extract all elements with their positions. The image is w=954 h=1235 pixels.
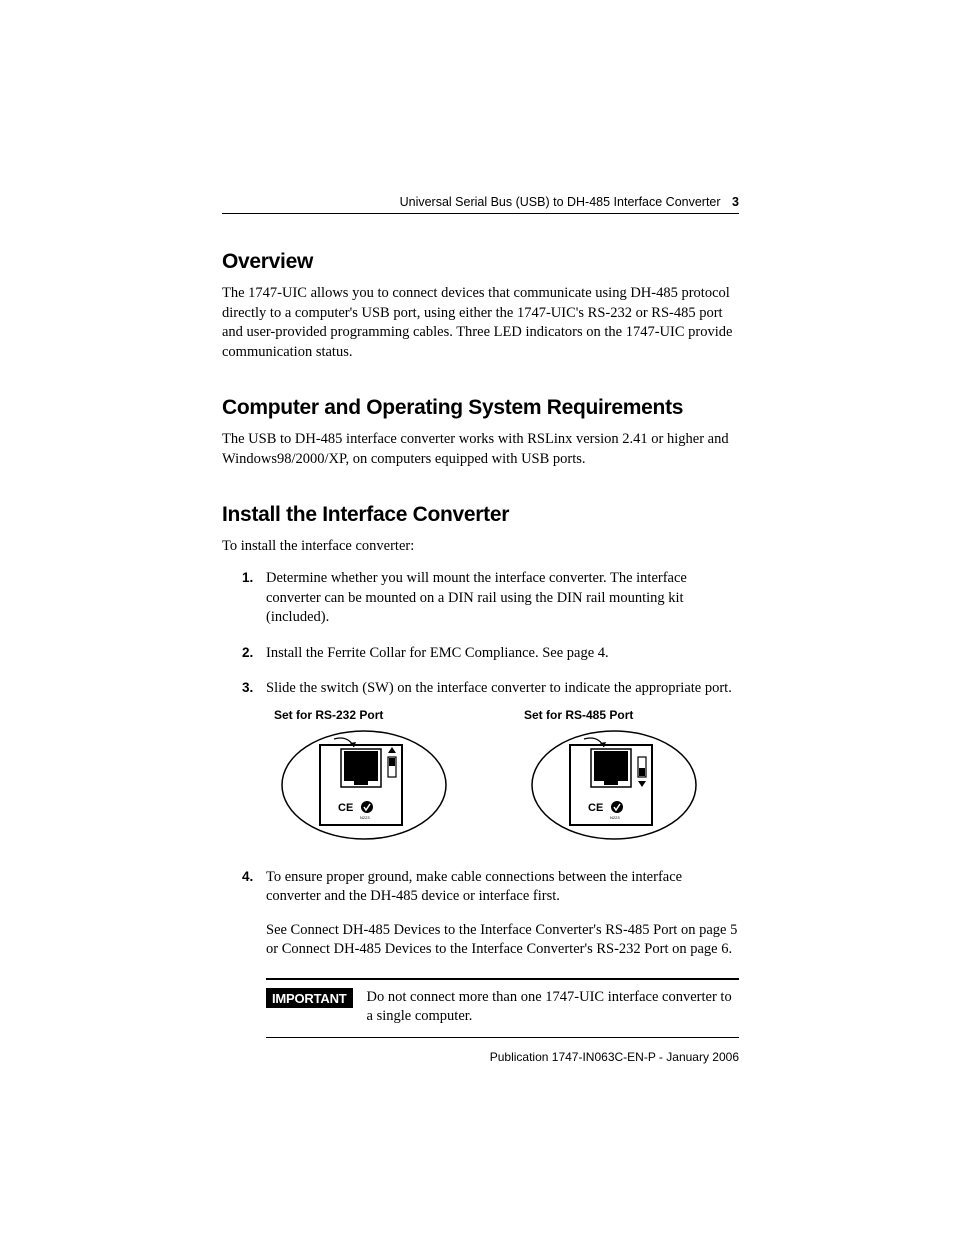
section-install: Install the Interface Converter To insta… (222, 503, 739, 1038)
heading-requirements: Computer and Operating System Requiremen… (222, 396, 739, 420)
overview-body: The 1747-UIC allows you to connect devic… (222, 284, 739, 362)
requirements-body: The USB to DH-485 interface converter wo… (222, 430, 739, 469)
install-steps: 1. Determine whether you will mount the … (266, 569, 739, 960)
important-callout: IMPORTANT Do not connect more than one 1… (266, 978, 739, 1038)
switch-diagrams: Set for RS-232 Port (274, 707, 739, 852)
step-text: Slide the switch (SW) on the interface c… (266, 680, 732, 696)
step-4-sub: See Connect DH-485 Devices to the Interf… (266, 921, 739, 960)
step-text: To ensure proper ground, make cable conn… (266, 869, 682, 905)
svg-text:E: E (346, 802, 353, 814)
step-number: 2. (242, 644, 253, 662)
section-requirements: Computer and Operating System Requiremen… (222, 396, 739, 469)
running-header: Universal Serial Bus (USB) to DH-485 Int… (400, 195, 739, 209)
header-title: Universal Serial Bus (USB) to DH-485 Int… (400, 195, 721, 209)
svg-text:E: E (596, 802, 603, 814)
header-rule (222, 213, 739, 214)
step-text: Install the Ferrite Collar for EMC Compl… (266, 645, 609, 661)
section-overview: Overview The 1747-UIC allows you to conn… (222, 250, 739, 362)
diagram-rs232: Set for RS-232 Port (274, 707, 474, 852)
diagram-label-rs232: Set for RS-232 Port (274, 707, 474, 723)
svg-text:C: C (588, 802, 596, 814)
important-tag: IMPORTANT (266, 988, 353, 1008)
step-3: 3. Slide the switch (SW) on the interfac… (266, 679, 739, 851)
rs232-icon: C E N223 (274, 725, 454, 845)
step-1: 1. Determine whether you will mount the … (266, 569, 739, 628)
install-intro: To install the interface converter: (222, 537, 739, 557)
step-number: 4. (242, 868, 253, 886)
rs485-icon: C E N223 (524, 725, 704, 845)
step-2: 2. Install the Ferrite Collar for EMC Co… (266, 644, 739, 664)
step-number: 1. (242, 569, 253, 587)
svg-text:N223: N223 (360, 815, 370, 820)
step-text: Determine whether you will mount the int… (266, 570, 687, 625)
footer-publication: Publication 1747-IN063C-EN-P - January 2… (490, 1050, 739, 1064)
step-number: 3. (242, 679, 253, 697)
diagram-rs485: Set for RS-485 Port (524, 707, 724, 852)
heading-install: Install the Interface Converter (222, 503, 739, 527)
page-number: 3 (732, 195, 739, 209)
svg-text:C: C (338, 802, 346, 814)
important-text: Do not connect more than one 1747-UIC in… (367, 988, 739, 1027)
heading-overview: Overview (222, 250, 739, 274)
diagram-label-rs485: Set for RS-485 Port (524, 707, 724, 723)
svg-text:N223: N223 (610, 815, 620, 820)
step-4: 4. To ensure proper ground, make cable c… (266, 868, 739, 960)
